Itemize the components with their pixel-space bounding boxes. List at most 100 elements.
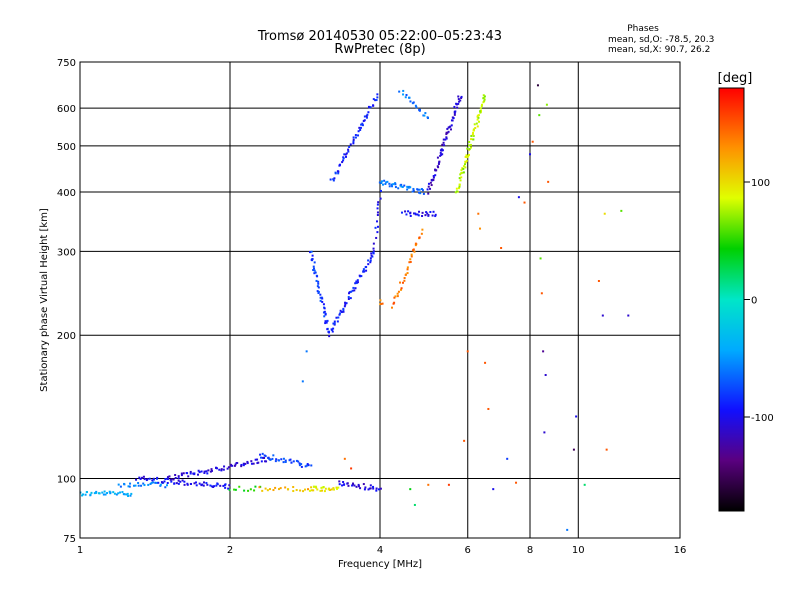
- echo-point: [206, 472, 209, 475]
- echo-point: [543, 431, 546, 434]
- echo-point: [247, 489, 250, 492]
- echo-point: [338, 313, 341, 316]
- echo-point: [409, 186, 412, 189]
- echo-point: [483, 95, 486, 98]
- echo-point: [388, 182, 391, 185]
- echo-point: [418, 236, 421, 239]
- echo-point: [316, 488, 319, 491]
- echo-point: [369, 259, 372, 262]
- echo-point: [357, 483, 360, 486]
- echo-point: [394, 182, 397, 185]
- echo-point: [332, 322, 335, 325]
- echo-point: [115, 493, 118, 496]
- echo-point: [242, 462, 245, 465]
- echo-point: [376, 214, 379, 217]
- echo-point: [418, 210, 421, 213]
- echo-point: [441, 153, 444, 156]
- echo-point: [472, 138, 475, 141]
- echo-point: [350, 290, 353, 293]
- echo-point: [104, 493, 107, 496]
- echo-point: [342, 157, 345, 160]
- echo-point: [601, 314, 604, 317]
- echo-point: [476, 125, 479, 128]
- echo-point: [220, 469, 223, 472]
- echo-point: [159, 483, 162, 486]
- echo-point: [106, 492, 109, 495]
- echo-point: [386, 180, 389, 183]
- echo-point: [152, 481, 155, 484]
- echo-point: [376, 203, 379, 206]
- echo-point: [332, 327, 335, 330]
- echo-point: [227, 466, 230, 469]
- echo-point: [219, 484, 222, 487]
- echo-point: [313, 272, 316, 275]
- echo-point: [317, 292, 320, 295]
- echo-point: [372, 98, 375, 101]
- echo-point: [335, 316, 338, 319]
- echo-point: [202, 484, 205, 487]
- echo-point: [258, 486, 261, 489]
- echo-point: [354, 134, 357, 137]
- echo-point: [352, 286, 355, 289]
- echo-point: [444, 138, 447, 141]
- echo-point: [206, 483, 209, 486]
- echo-point: [462, 165, 465, 168]
- echo-point: [379, 189, 382, 192]
- echo-point: [475, 122, 478, 125]
- echo-point: [313, 269, 316, 272]
- echo-point: [412, 187, 415, 190]
- echo-point: [218, 468, 221, 471]
- echo-point: [310, 489, 313, 492]
- echo-point: [390, 183, 393, 186]
- echo-point: [180, 474, 183, 477]
- echo-point: [332, 487, 335, 490]
- x-tick-label: 1: [77, 545, 83, 556]
- echo-point: [358, 274, 361, 277]
- echo-point: [403, 184, 406, 187]
- echo-point: [342, 481, 345, 484]
- echo-point: [264, 487, 267, 490]
- echo-point: [375, 236, 378, 239]
- echo-point: [332, 488, 335, 491]
- echo-point: [314, 485, 317, 488]
- echo-point: [500, 247, 503, 250]
- echo-point: [332, 178, 335, 181]
- echo-point: [313, 261, 316, 264]
- echo-point: [432, 179, 435, 182]
- echo-point: [319, 293, 322, 296]
- echo-point: [238, 485, 241, 488]
- echo-point: [414, 244, 417, 247]
- echo-point: [352, 138, 355, 141]
- echo-point: [338, 312, 341, 315]
- echo-point: [403, 279, 406, 282]
- echo-point: [97, 492, 100, 495]
- echo-point: [452, 117, 455, 120]
- echo-point: [355, 282, 358, 285]
- echo-point: [356, 281, 359, 284]
- echo-point: [474, 127, 477, 130]
- echo-point: [477, 114, 480, 117]
- echo-point: [380, 181, 383, 184]
- echo-point: [413, 212, 416, 215]
- echo-point: [282, 457, 285, 460]
- y-tick-label: 200: [57, 331, 76, 342]
- echo-point: [216, 483, 219, 486]
- echo-point: [316, 290, 319, 293]
- echo-point: [476, 115, 479, 118]
- echo-point: [506, 457, 509, 460]
- echo-point: [275, 458, 278, 461]
- echo-point: [177, 475, 180, 478]
- echo-point: [547, 180, 550, 183]
- echo-point: [183, 483, 186, 486]
- echo-point: [400, 288, 403, 291]
- echo-point: [597, 280, 600, 283]
- echo-point: [478, 120, 481, 123]
- echo-point: [173, 482, 176, 485]
- echo-point: [372, 485, 375, 488]
- echo-point: [119, 485, 122, 488]
- y-tick-labels: 75 100 200 300 400 500 600 750: [57, 58, 76, 545]
- echo-point: [324, 322, 327, 325]
- echo-point: [398, 90, 401, 93]
- echo-point: [450, 124, 453, 127]
- echo-point: [365, 114, 368, 117]
